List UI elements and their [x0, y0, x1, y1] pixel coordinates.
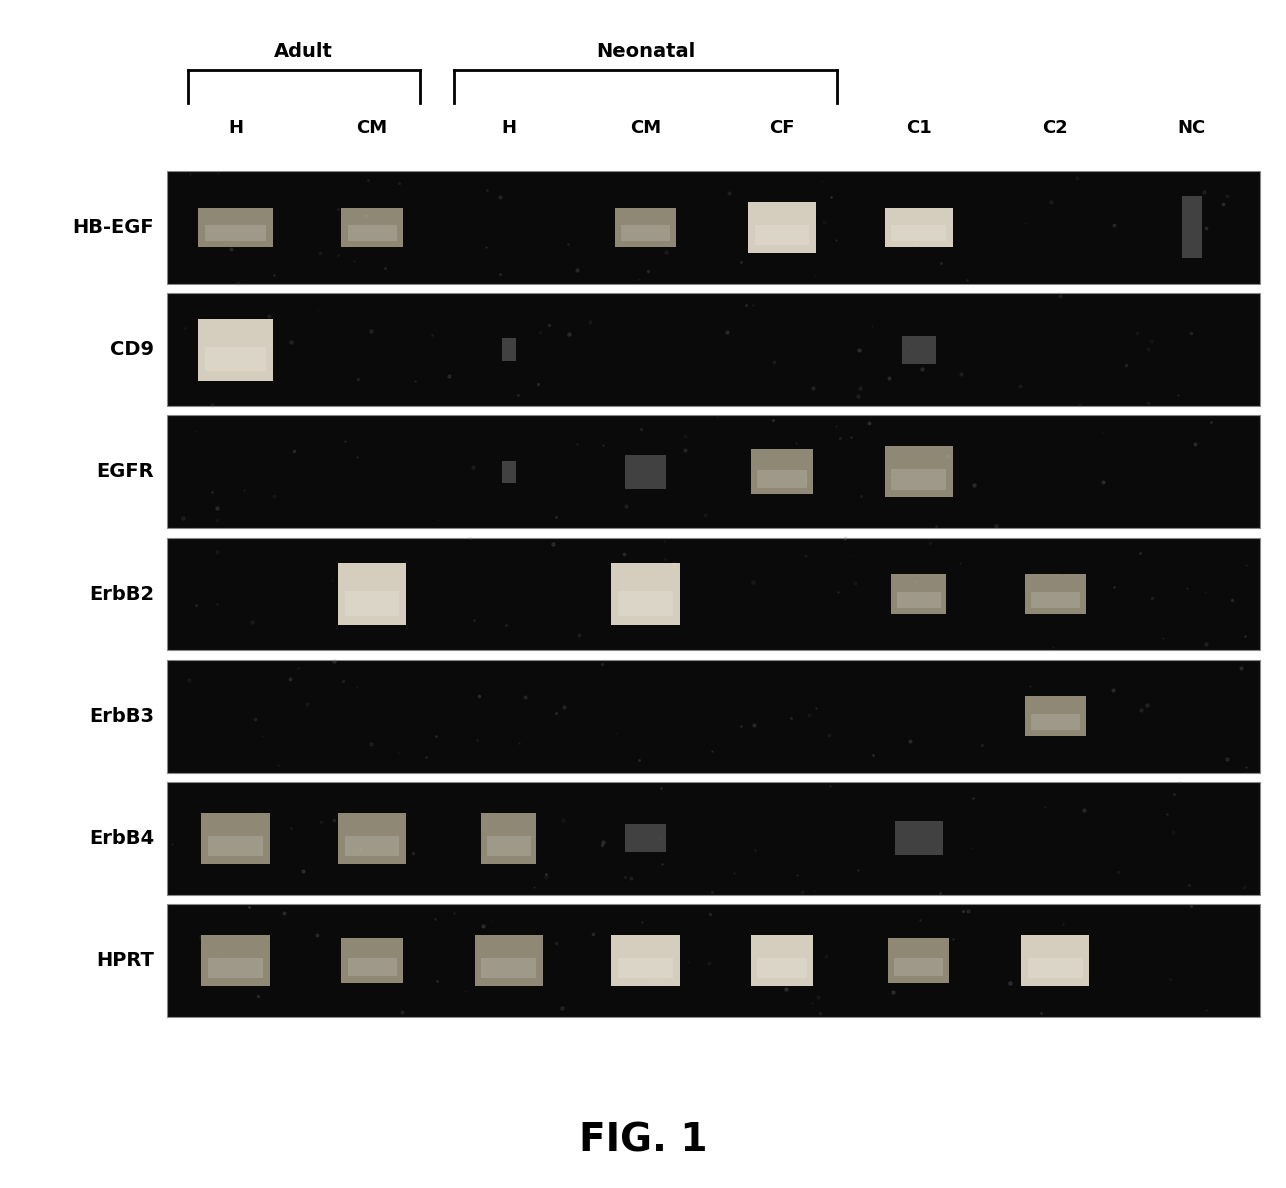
Bar: [625, 455, 666, 488]
Bar: [1030, 592, 1080, 608]
Bar: [208, 836, 262, 857]
Text: CD9: CD9: [111, 340, 154, 359]
Text: ErbB3: ErbB3: [89, 707, 154, 726]
Bar: [891, 469, 946, 489]
Bar: [1028, 958, 1083, 979]
Text: FIG. 1: FIG. 1: [579, 1121, 707, 1159]
Text: HB-EGF: HB-EGF: [73, 217, 154, 236]
Bar: [208, 958, 262, 979]
Bar: [347, 959, 396, 977]
Bar: [619, 590, 673, 615]
Bar: [338, 813, 406, 864]
Bar: [202, 935, 270, 986]
Bar: [167, 171, 1260, 284]
Bar: [347, 226, 396, 241]
Text: H: H: [502, 119, 516, 137]
Bar: [481, 813, 536, 864]
Bar: [615, 208, 676, 247]
Text: Neonatal: Neonatal: [595, 42, 694, 61]
Bar: [891, 574, 946, 614]
Bar: [502, 339, 516, 361]
Bar: [751, 449, 813, 494]
Bar: [1182, 196, 1202, 259]
Bar: [748, 202, 817, 253]
Bar: [751, 935, 813, 986]
Bar: [338, 563, 406, 625]
Bar: [475, 935, 543, 986]
Bar: [198, 318, 273, 380]
Bar: [341, 939, 403, 984]
Bar: [896, 592, 940, 608]
Bar: [619, 958, 673, 979]
Bar: [611, 563, 679, 625]
Text: ErbB4: ErbB4: [89, 829, 154, 848]
Bar: [167, 659, 1260, 772]
Bar: [345, 590, 400, 615]
Bar: [887, 939, 949, 984]
Bar: [894, 959, 943, 977]
Text: H: H: [228, 119, 243, 137]
Bar: [1030, 714, 1080, 729]
Bar: [345, 836, 400, 857]
Text: Adult: Adult: [274, 42, 333, 61]
Bar: [341, 208, 403, 247]
Text: C1: C1: [905, 119, 931, 137]
Bar: [167, 904, 1260, 1017]
Bar: [167, 538, 1260, 650]
Bar: [901, 335, 936, 364]
Bar: [206, 347, 266, 372]
Text: C2: C2: [1043, 119, 1069, 137]
Text: CM: CM: [630, 119, 661, 137]
Bar: [481, 958, 536, 979]
Bar: [198, 208, 273, 247]
Bar: [611, 935, 679, 986]
Bar: [621, 226, 670, 241]
Bar: [885, 208, 953, 247]
Bar: [167, 416, 1260, 529]
Text: EGFR: EGFR: [96, 462, 154, 481]
Bar: [757, 958, 806, 979]
Text: HPRT: HPRT: [96, 952, 154, 971]
Bar: [1025, 696, 1087, 735]
Bar: [502, 461, 516, 484]
Bar: [885, 447, 953, 497]
Bar: [1025, 574, 1087, 614]
Bar: [625, 824, 666, 853]
Bar: [167, 782, 1260, 895]
Bar: [895, 821, 943, 855]
Bar: [1021, 935, 1089, 986]
Text: NC: NC: [1178, 119, 1206, 137]
Text: ErbB2: ErbB2: [89, 584, 154, 604]
Bar: [167, 293, 1260, 406]
Bar: [757, 469, 806, 487]
Text: CF: CF: [769, 119, 795, 137]
Bar: [891, 226, 946, 241]
Bar: [755, 225, 809, 245]
Bar: [487, 836, 531, 857]
Bar: [206, 226, 266, 241]
Bar: [202, 813, 270, 864]
Text: CM: CM: [356, 119, 387, 137]
